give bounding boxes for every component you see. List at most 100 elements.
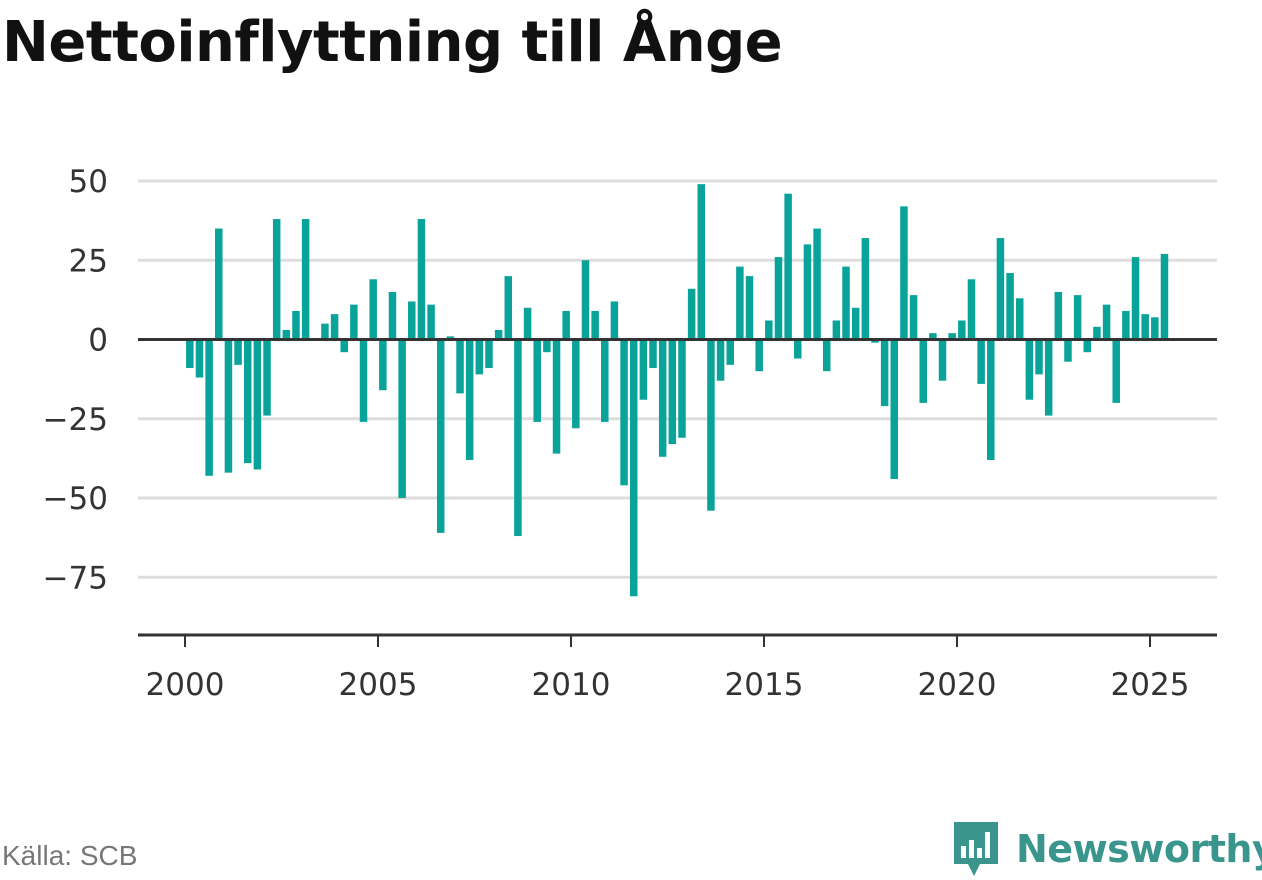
bar (552, 339, 561, 454)
bar (987, 339, 995, 460)
bar (813, 228, 821, 340)
bar (842, 266, 850, 340)
bar (909, 295, 918, 340)
bar (716, 339, 725, 381)
bar (340, 339, 348, 353)
bar (678, 339, 686, 438)
bar (1006, 272, 1014, 340)
bar (1083, 339, 1092, 353)
bar (1025, 339, 1034, 400)
y-tick-label: −75 (43, 560, 108, 596)
bar (890, 339, 899, 479)
bar (929, 333, 937, 340)
bar (1093, 326, 1101, 340)
bars (186, 184, 1169, 597)
bar (1015, 298, 1024, 340)
bar (359, 339, 368, 422)
bar (494, 329, 503, 340)
bar (388, 291, 397, 340)
bar (243, 339, 252, 464)
bar (186, 339, 194, 369)
bar (514, 339, 522, 537)
bar (861, 238, 870, 340)
bar (880, 339, 889, 407)
bar (832, 320, 841, 340)
bar (1131, 257, 1140, 340)
y-tick-label: 0 (88, 323, 108, 359)
bar (1141, 314, 1149, 340)
bar (195, 339, 204, 378)
bar (350, 304, 358, 340)
bar (1073, 295, 1082, 340)
bar (224, 339, 233, 473)
bar (523, 307, 532, 340)
bar (301, 219, 310, 340)
y-tick-label: −25 (43, 402, 108, 438)
bar (591, 310, 599, 340)
bar (1122, 310, 1130, 340)
bar (726, 339, 734, 365)
bar (379, 339, 387, 391)
bar (330, 314, 339, 340)
bar (321, 323, 329, 340)
x-tick-label: 2005 (339, 667, 418, 703)
x-tick-label: 2020 (918, 667, 997, 703)
bar (765, 320, 773, 340)
bar (205, 339, 213, 476)
bar (369, 279, 377, 340)
x-tick-label: 2000 (146, 667, 225, 703)
bar (803, 244, 812, 340)
x-tick-label: 2010 (532, 667, 611, 703)
bar (427, 304, 435, 340)
bar (871, 339, 879, 343)
bar (234, 339, 242, 365)
bar (736, 266, 744, 340)
bar (938, 339, 947, 381)
bar (398, 339, 406, 498)
bar (253, 339, 262, 470)
bar (504, 276, 513, 340)
newsworthy-logo-icon (954, 822, 998, 876)
bar (620, 339, 628, 486)
bar (948, 333, 956, 340)
bar (629, 339, 638, 597)
bar (456, 339, 464, 394)
bar (292, 310, 300, 340)
y-tick-label: 50 (69, 164, 108, 200)
axes (138, 338, 1217, 647)
bar (533, 339, 541, 422)
newsworthy-logo: Newsworthy (950, 818, 1262, 880)
bar (707, 339, 715, 511)
x-tick-labels: 2000 2005 2010 2015 2020 2025 (146, 667, 1190, 703)
y-tick-labels: 50 25 0 −25 −50 −75 (43, 164, 108, 596)
bar (774, 257, 783, 340)
bar (282, 329, 291, 340)
bar (272, 219, 281, 340)
bar (1054, 291, 1063, 340)
bar (572, 339, 580, 429)
bar (581, 260, 590, 340)
bar (465, 339, 474, 460)
bar (639, 339, 648, 400)
bar (996, 238, 1005, 340)
x-tick-label: 2015 (725, 667, 804, 703)
bar (1112, 339, 1120, 403)
bar (755, 339, 763, 372)
brand-name: Newsworthy (1016, 827, 1262, 871)
bar (822, 339, 831, 372)
source-label: Källa: SCB (2, 840, 138, 871)
bar (1035, 339, 1043, 375)
bar (485, 339, 493, 369)
bar (436, 339, 445, 533)
bar (1160, 253, 1169, 340)
y-tick-label: 25 (69, 243, 108, 279)
bar (417, 219, 426, 340)
bar (967, 279, 976, 340)
bar (263, 339, 271, 416)
bar (900, 206, 908, 340)
bar (562, 310, 570, 340)
bar (475, 339, 484, 375)
bar (446, 336, 455, 340)
bar (408, 301, 416, 340)
